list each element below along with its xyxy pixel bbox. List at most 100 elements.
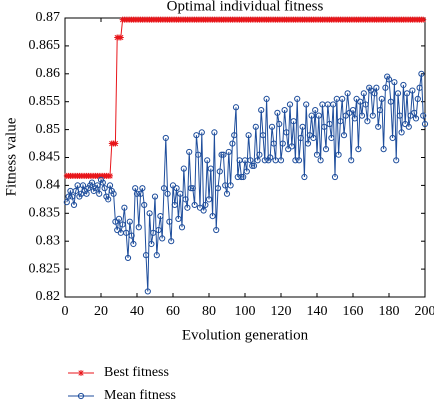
data-point	[420, 112, 427, 119]
data-point	[245, 132, 252, 139]
data-point	[254, 157, 261, 164]
data-point	[369, 112, 376, 119]
data-point	[119, 221, 126, 228]
data-point	[326, 120, 333, 128]
data-point	[171, 201, 178, 209]
data-point	[411, 109, 418, 116]
data-point	[225, 148, 232, 156]
data-point	[148, 240, 155, 248]
data-point	[231, 132, 238, 139]
data-point	[267, 154, 274, 161]
x-tick-label: 20	[94, 304, 108, 319]
data-point	[240, 173, 247, 181]
data-point	[405, 123, 412, 130]
legend-label: Mean fitness	[104, 388, 176, 402]
data-point	[141, 201, 148, 209]
data-point	[175, 215, 182, 222]
data-point	[258, 106, 265, 114]
x-tick-label: 100	[235, 304, 256, 319]
data-point	[398, 129, 405, 136]
data-point	[202, 201, 209, 209]
data-point	[142, 252, 150, 259]
data-point	[313, 151, 321, 158]
data-point	[139, 185, 146, 192]
data-point	[115, 215, 123, 222]
data-point	[396, 112, 403, 119]
data-point	[193, 132, 200, 139]
data-point	[204, 157, 211, 164]
legend-marker	[77, 392, 85, 400]
data-point	[416, 84, 423, 91]
data-point	[322, 146, 330, 153]
x-axis-label: Evolution generation	[182, 327, 309, 343]
data-point	[94, 182, 101, 189]
y-tick-label: 0.83	[36, 233, 61, 248]
y-tick-label: 0.855	[29, 94, 61, 109]
data-point	[355, 146, 362, 153]
data-point	[184, 204, 191, 211]
data-point	[198, 129, 205, 136]
series-line	[66, 19, 424, 177]
data-point	[263, 95, 270, 103]
data-point	[227, 182, 234, 189]
data-point	[132, 185, 139, 192]
data-point	[297, 134, 304, 142]
data-point	[249, 162, 256, 169]
data-point	[65, 193, 72, 200]
data-point	[195, 151, 202, 158]
data-point	[303, 101, 310, 108]
data-point	[283, 129, 290, 136]
x-tick-label: 0	[62, 304, 69, 319]
data-point	[146, 210, 153, 217]
data-point	[387, 98, 394, 105]
chart-title: Optimal individual fitness	[167, 0, 324, 14]
data-point	[150, 229, 157, 236]
data-point	[182, 196, 189, 203]
data-point	[376, 106, 384, 114]
data-point	[400, 81, 407, 89]
data-point	[308, 112, 315, 119]
data-point	[409, 87, 416, 94]
data-point	[220, 151, 227, 158]
data-point	[304, 140, 312, 147]
data-point	[380, 146, 387, 153]
data-point	[391, 79, 398, 86]
x-tick-label: 120	[271, 304, 292, 319]
data-point	[312, 106, 319, 114]
data-point	[328, 134, 335, 142]
data-point	[259, 132, 267, 139]
data-point	[420, 16, 427, 23]
data-point	[168, 238, 175, 245]
data-point	[191, 201, 198, 209]
data-point	[295, 157, 303, 164]
data-point	[268, 123, 276, 130]
data-point	[155, 226, 162, 234]
data-point	[88, 179, 96, 186]
data-point	[418, 70, 425, 77]
data-point	[159, 235, 166, 242]
data-point	[164, 190, 171, 197]
data-point	[121, 204, 128, 211]
data-point	[135, 224, 142, 231]
data-point	[178, 224, 186, 231]
data-point	[394, 90, 402, 97]
data-point	[216, 168, 223, 175]
data-point	[385, 76, 393, 83]
data-point	[99, 179, 106, 186]
data-point	[279, 140, 286, 147]
data-point	[69, 193, 76, 200]
y-tick-label: 0.825	[29, 261, 61, 276]
data-point	[229, 140, 236, 147]
data-point	[351, 115, 358, 122]
y-tick-label: 0.86	[36, 66, 61, 81]
data-point	[281, 106, 288, 114]
data-point	[124, 254, 132, 262]
data-point	[105, 196, 112, 203]
data-point	[70, 201, 78, 209]
data-point	[247, 157, 254, 164]
data-point	[112, 140, 119, 147]
data-point	[276, 120, 283, 128]
data-point	[218, 151, 225, 158]
data-point	[357, 98, 364, 105]
